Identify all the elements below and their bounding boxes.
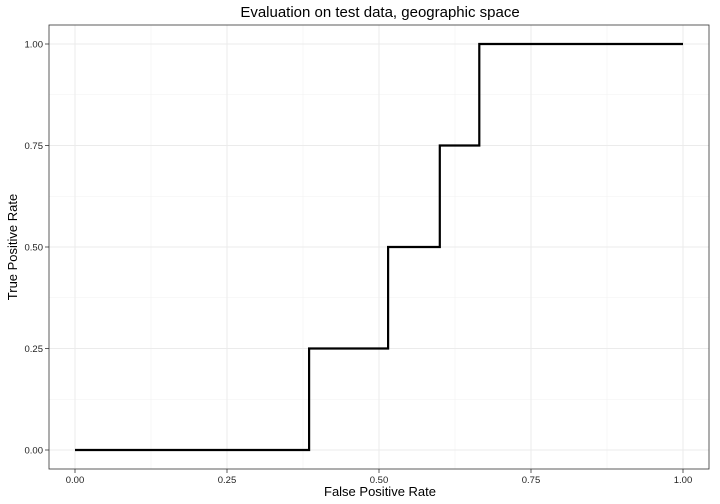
y-tick-label: 0.00 [25,446,44,457]
y-tick-label: 0.50 [25,243,44,254]
y-axis-ticks: 0.00 0.25 0.50 0.75 1.00 [25,40,49,457]
y-axis-title: True Positive Rate [5,194,20,300]
x-tick-label: 1.00 [674,475,693,486]
y-tick-label: 0.75 [25,141,44,152]
y-tick-label: 0.25 [25,344,44,355]
x-tick-label: 0.00 [66,475,85,486]
chart-title: Evaluation on test data, geographic spac… [240,4,519,21]
series-group [75,42,683,452]
x-tick-label: 0.25 [218,475,237,486]
y-tick-label: 1.00 [25,40,44,51]
x-axis-ticks: 0.00 0.25 0.50 0.75 1.00 [66,469,693,486]
x-axis-title: False Positive Rate [324,484,436,499]
x-tick-label: 0.75 [522,475,541,486]
x-tick-label: 0.50 [370,475,389,486]
major-gridlines [49,25,709,469]
roc-curve-line [75,42,683,452]
